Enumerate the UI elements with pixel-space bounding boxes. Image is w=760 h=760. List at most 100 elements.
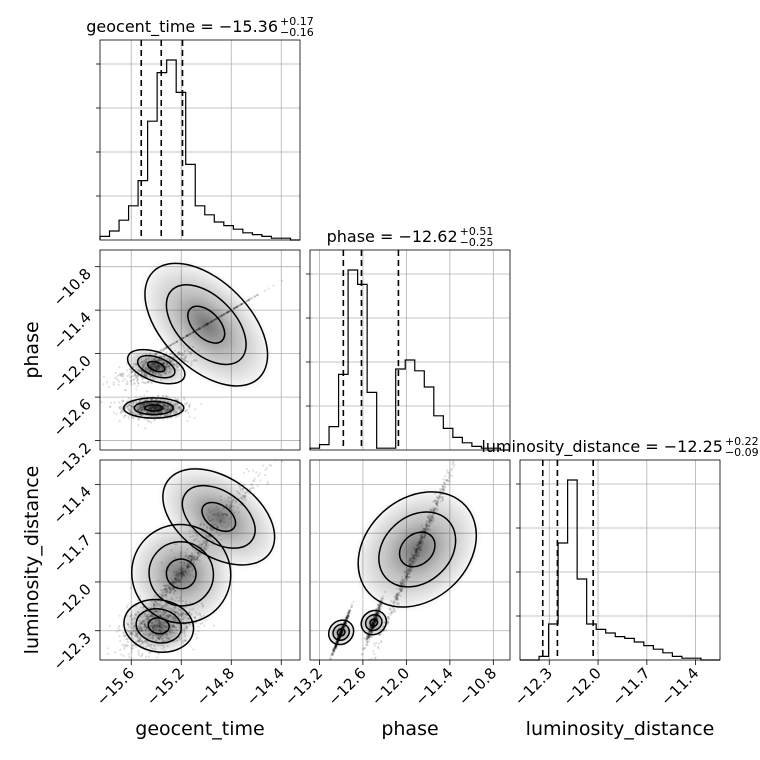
sample-point <box>367 636 370 640</box>
sample-point <box>131 633 134 636</box>
sample-point <box>167 566 171 570</box>
sample-point <box>138 628 141 632</box>
sample-point <box>119 407 122 411</box>
contour-line <box>136 354 176 379</box>
sample-point <box>175 543 178 546</box>
sample-point <box>117 625 121 628</box>
sample-point <box>112 411 116 414</box>
contour-line <box>187 305 226 344</box>
sample-point <box>332 649 335 652</box>
sample-point <box>443 484 446 487</box>
sample-point <box>127 661 129 663</box>
scatter-geocent-time-vs-luminosity-distance-frame <box>99 459 301 661</box>
sample-point <box>344 617 348 620</box>
sample-point <box>102 375 106 378</box>
sample-point <box>120 374 123 377</box>
sample-point <box>135 395 138 399</box>
sample-point <box>171 564 174 567</box>
sample-point <box>377 645 380 649</box>
sample-point <box>332 648 335 652</box>
sample-point <box>176 558 179 562</box>
sample-point <box>179 556 183 559</box>
sample-point <box>128 636 131 639</box>
sample-point <box>348 609 351 612</box>
sample-point <box>142 381 145 384</box>
sample-point <box>335 645 338 648</box>
sample-point <box>462 435 464 437</box>
sample-point <box>118 628 121 632</box>
sample-point <box>442 481 445 485</box>
sample-point <box>140 360 143 364</box>
sample-point <box>200 402 203 406</box>
sample-point <box>384 625 387 628</box>
sample-point <box>146 381 150 384</box>
sample-point <box>367 636 370 640</box>
hist-phase-frame <box>309 249 511 451</box>
sample-point <box>118 639 122 642</box>
sample-point <box>253 480 256 483</box>
sample-point <box>194 408 197 411</box>
sample-point <box>444 482 447 485</box>
sample-point <box>197 625 200 629</box>
sample-point <box>148 420 151 423</box>
sample-point <box>156 351 159 355</box>
sample-point <box>173 556 177 559</box>
sample-point <box>128 655 131 658</box>
sample-point <box>365 636 369 639</box>
sample-point <box>347 615 350 618</box>
sample-point <box>163 661 165 663</box>
sample-point <box>254 294 257 298</box>
contour-line <box>126 348 186 385</box>
sample-point <box>447 479 450 482</box>
sample-point <box>388 617 391 620</box>
sample-point <box>188 555 191 558</box>
sample-point <box>370 635 373 639</box>
sample-point <box>366 640 369 643</box>
sample-point <box>174 416 178 419</box>
sample-point <box>369 636 372 639</box>
sample-point <box>372 650 375 653</box>
sample-point <box>132 365 135 368</box>
sample-point <box>123 378 126 381</box>
contour-line <box>332 623 350 642</box>
sample-point <box>203 624 206 627</box>
sample-point <box>331 653 335 656</box>
scatter-geocent-time-vs-phase-frame <box>99 249 301 451</box>
sample-point <box>346 616 349 619</box>
sample-point <box>130 651 133 654</box>
sample-point <box>143 382 146 385</box>
sample-point <box>453 463 456 467</box>
sample-point <box>253 295 256 298</box>
sample-point <box>385 622 388 625</box>
density-core <box>327 618 355 646</box>
sample-point <box>132 378 135 381</box>
sample-point <box>333 646 337 649</box>
sample-point <box>345 615 349 619</box>
sample-point <box>135 375 138 378</box>
sample-point <box>154 352 157 355</box>
sample-point <box>159 349 162 352</box>
sample-point <box>257 474 260 477</box>
sample-point <box>360 653 363 656</box>
sample-point <box>135 375 139 378</box>
sample-point <box>182 570 186 573</box>
sample-point <box>136 379 139 382</box>
sample-point <box>131 647 134 651</box>
sample-point <box>160 348 164 351</box>
sample-point <box>130 647 133 650</box>
sample-point <box>378 632 381 635</box>
sample-point <box>346 615 349 618</box>
sample-point <box>115 412 118 416</box>
sample-point <box>367 635 370 638</box>
sample-point <box>380 632 383 636</box>
sample-point <box>137 649 140 652</box>
sample-point <box>248 298 252 301</box>
sample-point <box>188 404 191 408</box>
sample-point <box>272 284 275 287</box>
sample-point <box>118 614 121 617</box>
sample-point <box>251 469 255 472</box>
sample-point <box>145 614 148 618</box>
sample-point <box>344 616 347 620</box>
sample-point <box>170 549 173 552</box>
sample-point <box>347 610 351 613</box>
